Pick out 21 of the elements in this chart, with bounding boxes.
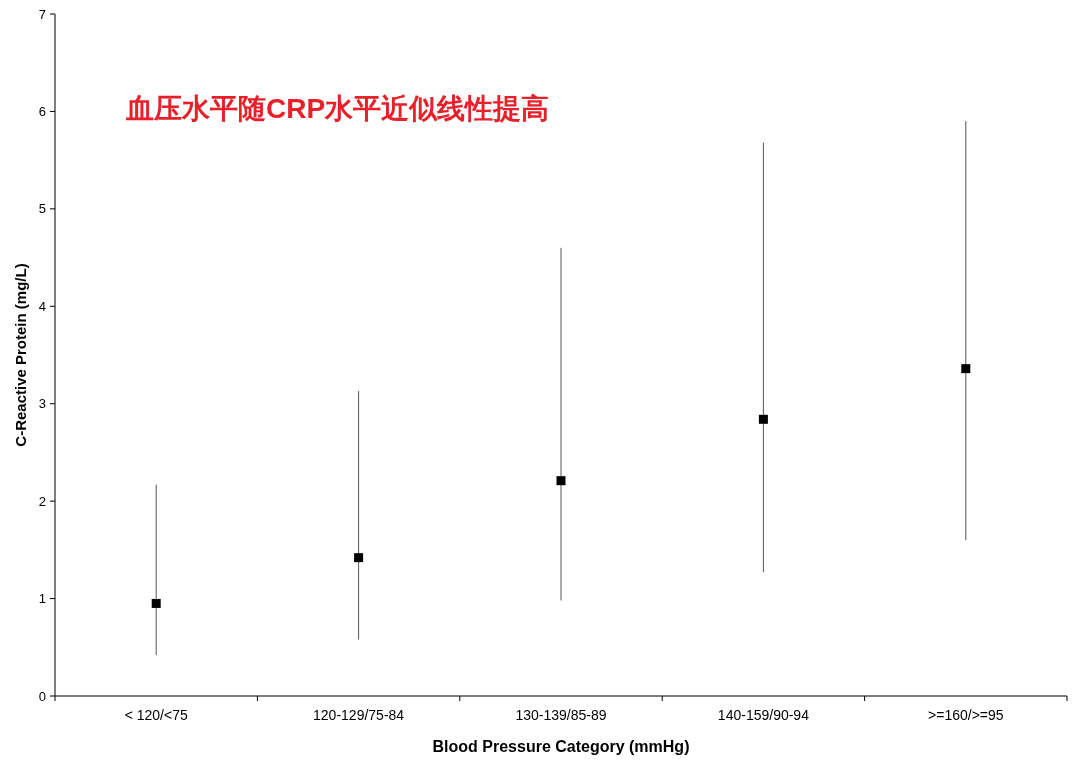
y-tick-label: 2 — [38, 493, 46, 509]
point — [354, 553, 364, 563]
y-tick-label: 1 — [38, 591, 46, 607]
point — [556, 476, 566, 486]
y-tick-label: 3 — [38, 396, 46, 412]
point — [151, 598, 161, 608]
x-tick-label: 120-129/75-84 — [313, 707, 405, 723]
point — [758, 414, 768, 424]
y-axis-title: C-Reactive Protein (mg/L) — [12, 263, 29, 447]
point — [961, 364, 971, 374]
y-tick-label: 5 — [38, 201, 46, 217]
y-tick-label: 6 — [38, 103, 46, 119]
x-tick-label: >=160/>=95 — [928, 707, 1004, 723]
annotation: 血压水平随CRP水平近似线性提高 — [125, 93, 550, 124]
y-tick-label: 7 — [38, 6, 46, 22]
y-tick-label: 0 — [38, 688, 46, 704]
x-tick-label: 140-159/90-94 — [717, 707, 810, 723]
y-tick-label: 4 — [38, 298, 46, 314]
x-axis-title: Blood Pressure Category (mmHg) — [432, 738, 690, 755]
x-tick-label: 130-139/85-89 — [515, 707, 607, 723]
x-tick-label: < 120/<75 — [124, 707, 188, 723]
